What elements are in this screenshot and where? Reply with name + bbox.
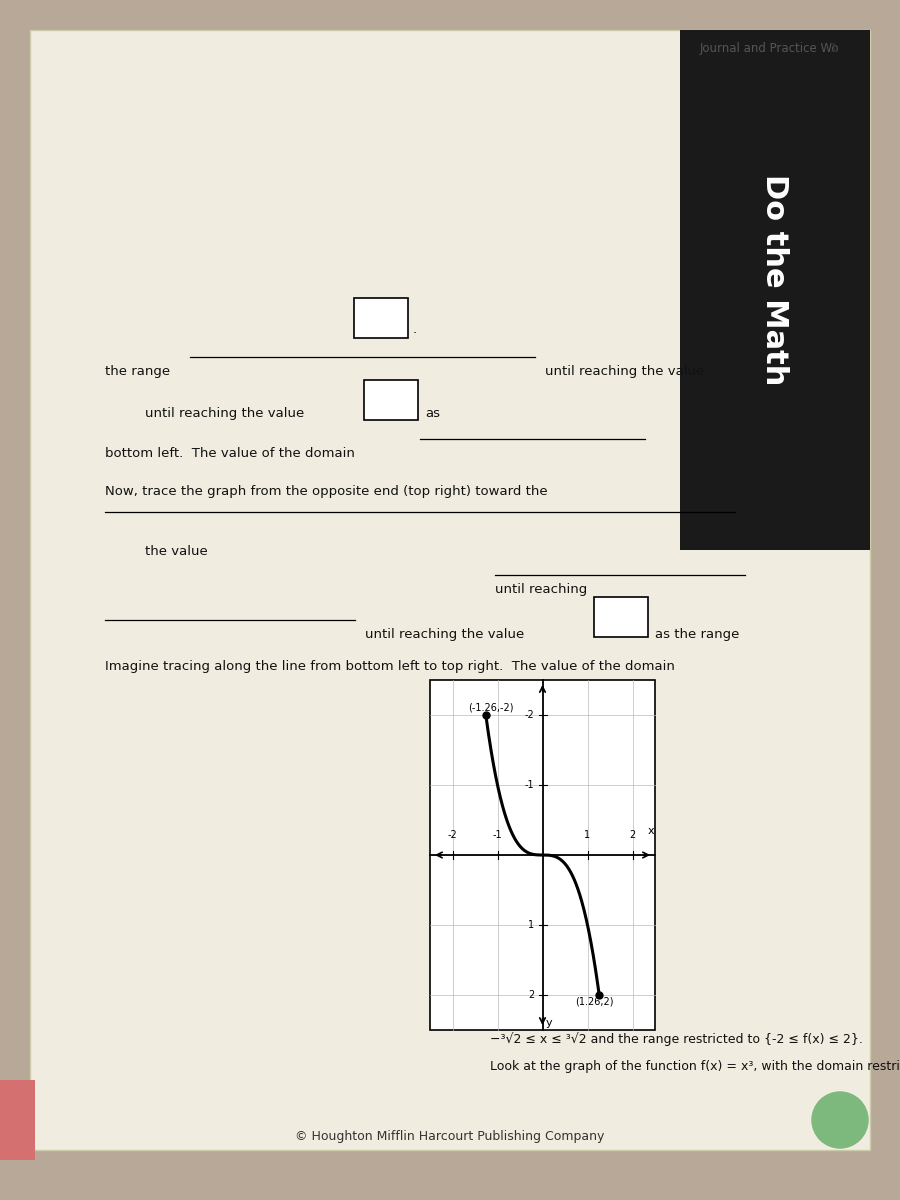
Text: -1: -1 <box>492 830 502 840</box>
Text: -1: -1 <box>525 780 535 790</box>
Text: −³√2 ≤ x ≤ ³√2 and the range restricted to {-2 ≤ f(x) ≤ 2}.: −³√2 ≤ x ≤ ³√2 and the range restricted … <box>490 1032 863 1045</box>
Text: until reaching the value: until reaching the value <box>145 407 304 420</box>
Text: until reaching the value: until reaching the value <box>545 365 704 378</box>
Bar <box>430 680 655 1030</box>
Circle shape <box>812 1092 868 1148</box>
Text: -2: -2 <box>447 830 457 840</box>
Text: Do the Math: Do the Math <box>760 174 789 385</box>
Polygon shape <box>30 30 870 1150</box>
Text: Journal and Practice Wo: Journal and Practice Wo <box>700 42 840 55</box>
Text: y: y <box>546 1018 553 1028</box>
Text: the range: the range <box>105 365 170 378</box>
Text: as the range: as the range <box>655 628 740 641</box>
FancyBboxPatch shape <box>594 596 648 637</box>
Polygon shape <box>680 30 870 550</box>
Text: Imagine tracing along the line from bottom left to top right.  The value of the : Imagine tracing along the line from bott… <box>105 660 675 673</box>
Text: © Houghton Mifflin Harcourt Publishing Company: © Houghton Mifflin Harcourt Publishing C… <box>295 1130 605 1142</box>
Text: .: . <box>413 323 417 336</box>
Text: x: x <box>647 826 653 835</box>
Text: 1: 1 <box>830 42 838 55</box>
Text: bottom left.  The value of the domain: bottom left. The value of the domain <box>105 446 355 460</box>
Text: until reaching: until reaching <box>495 583 587 596</box>
Text: Now, trace the graph from the opposite end (top right) toward the: Now, trace the graph from the opposite e… <box>105 485 547 498</box>
Text: 1: 1 <box>528 920 535 930</box>
FancyBboxPatch shape <box>354 298 408 338</box>
Text: Look at the graph of the function f(x) = x³, with the domain restricted to: Look at the graph of the function f(x) =… <box>490 1060 900 1073</box>
Text: -2: -2 <box>525 710 535 720</box>
Text: (1.26,2): (1.26,2) <box>575 997 614 1007</box>
Text: 2: 2 <box>528 990 535 1000</box>
Bar <box>0 1080 35 1160</box>
FancyBboxPatch shape <box>364 380 418 420</box>
Text: (-1.26,-2): (-1.26,-2) <box>468 703 514 713</box>
Text: 2: 2 <box>629 830 635 840</box>
Text: 1: 1 <box>584 830 590 840</box>
Text: the value: the value <box>145 545 208 558</box>
Text: until reaching the value: until reaching the value <box>365 628 524 641</box>
Text: as: as <box>425 407 440 420</box>
